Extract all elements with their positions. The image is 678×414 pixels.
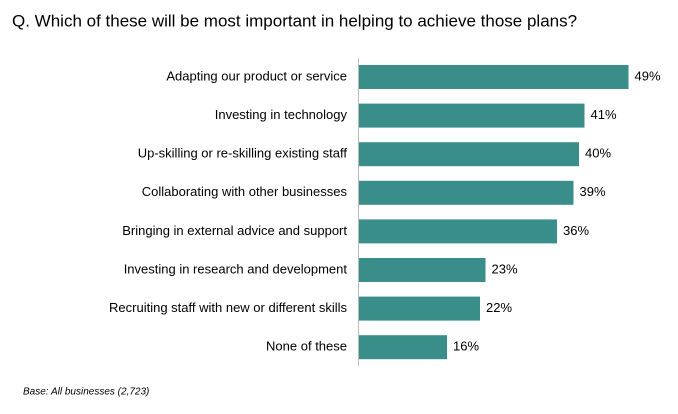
category-label: Adapting our product or service	[166, 68, 347, 83]
value-label: 39%	[580, 184, 606, 199]
chart-title: Q. Which of these will be most important…	[12, 11, 577, 30]
category-label: Collaborating with other businesses	[142, 184, 348, 199]
bar	[359, 258, 486, 282]
bar	[359, 219, 557, 244]
bar	[359, 142, 579, 167]
value-label: 22%	[486, 300, 512, 315]
category-label: Bringing in external advice and support	[122, 223, 347, 238]
category-label: Up-skilling or re-skilling existing staf…	[138, 146, 348, 161]
bar	[359, 103, 585, 128]
footnote: Base: All businesses (2,723)	[23, 387, 149, 398]
category-label: Investing in technology	[215, 107, 348, 122]
value-label: 16%	[453, 339, 479, 354]
value-label: 36%	[563, 223, 589, 238]
bar	[359, 180, 574, 205]
value-label: 40%	[585, 146, 611, 161]
value-label: 23%	[492, 261, 518, 276]
value-label: 41%	[591, 107, 617, 122]
value-label: 49%	[635, 68, 661, 83]
category-label: Recruiting staff with new or different s…	[109, 300, 347, 315]
bar	[359, 335, 447, 360]
bar	[359, 296, 480, 321]
category-label: None of these	[266, 339, 347, 354]
category-label: Investing in research and development	[124, 261, 348, 276]
bar	[359, 65, 629, 89]
